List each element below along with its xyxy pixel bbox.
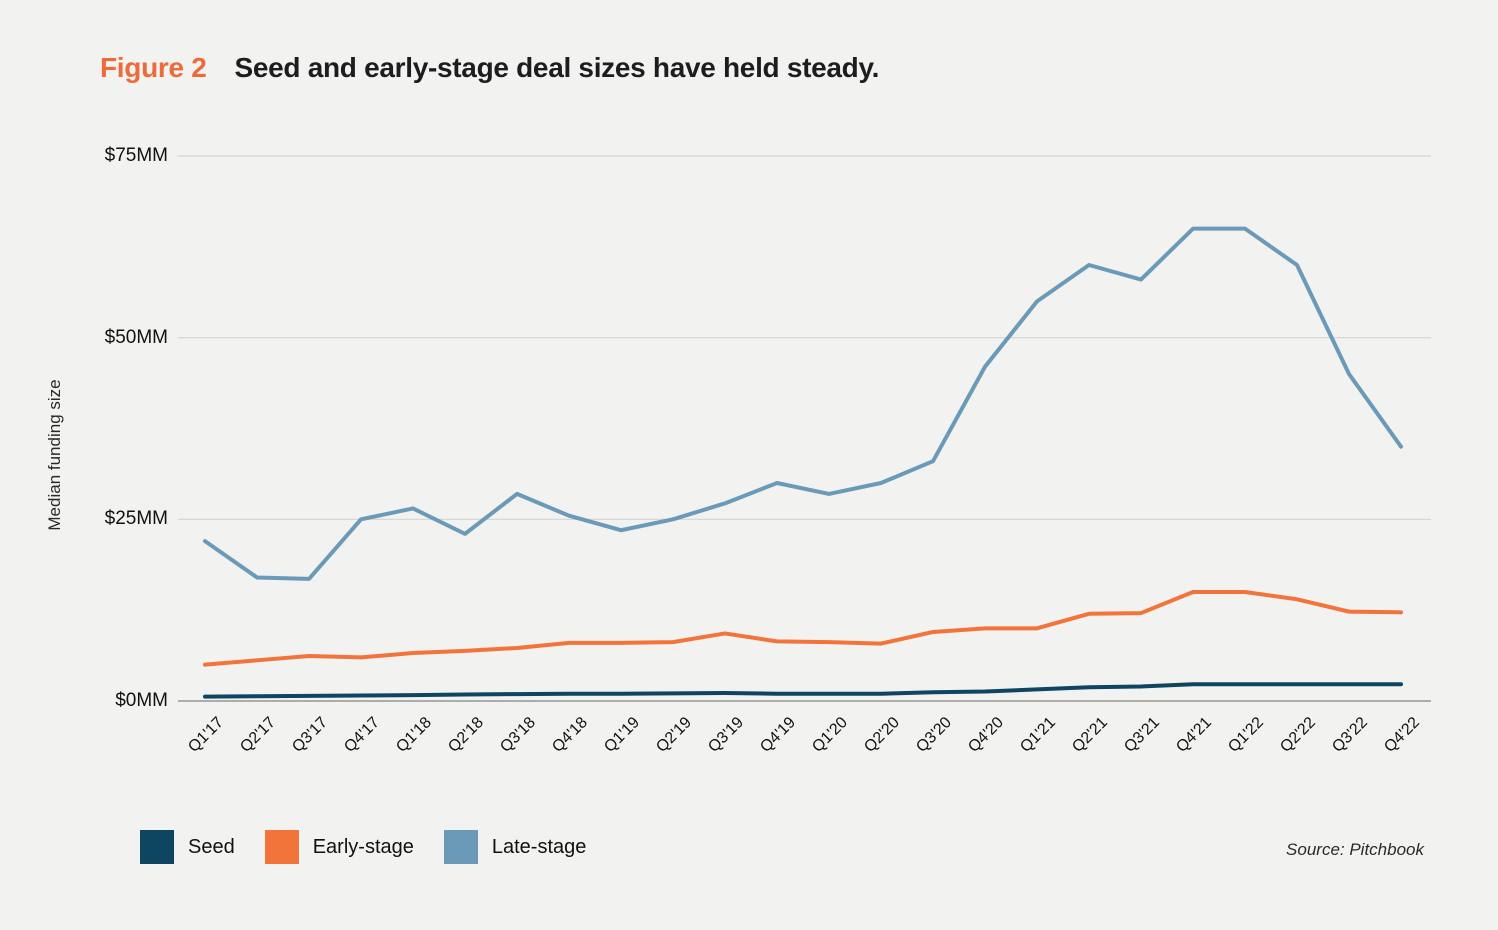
legend-item-early-stage: Early-stage	[264, 830, 414, 864]
seed-color-swatch	[140, 830, 174, 864]
y-axis-tick-label: $25MM	[104, 508, 168, 530]
seed-line	[203, 682, 1403, 699]
late-stage-color-swatch	[443, 830, 478, 864]
late-stage-line	[203, 226, 1403, 581]
early-stage-color-swatch	[264, 830, 299, 864]
figure-title: Seed and early-stage deal sizes have hel…	[234, 52, 880, 83]
y-axis-tick-label: $0MM	[115, 690, 168, 711]
source-attribution: Source: Pitchbook	[1286, 840, 1424, 859]
legend-item-seed: Seed	[140, 830, 235, 864]
figure-header: Figure 2 Seed and early-stage deal sizes…	[100, 52, 879, 84]
y-axis-tick-label: $50MM	[104, 326, 168, 348]
legend-label-early-stage: Early-stage	[312, 835, 414, 858]
chart-legend: Seed Early-stage Late-stage	[140, 830, 586, 864]
legend-item-late-stage: Late-stage	[443, 830, 587, 864]
y-axis-tick-label: $75MM	[104, 145, 168, 166]
early-stage-line	[203, 590, 1403, 667]
legend-label-late-stage: Late-stage	[491, 835, 587, 858]
legend-label-seed: Seed	[188, 835, 235, 858]
figure-number-label: Figure 2	[100, 52, 207, 83]
